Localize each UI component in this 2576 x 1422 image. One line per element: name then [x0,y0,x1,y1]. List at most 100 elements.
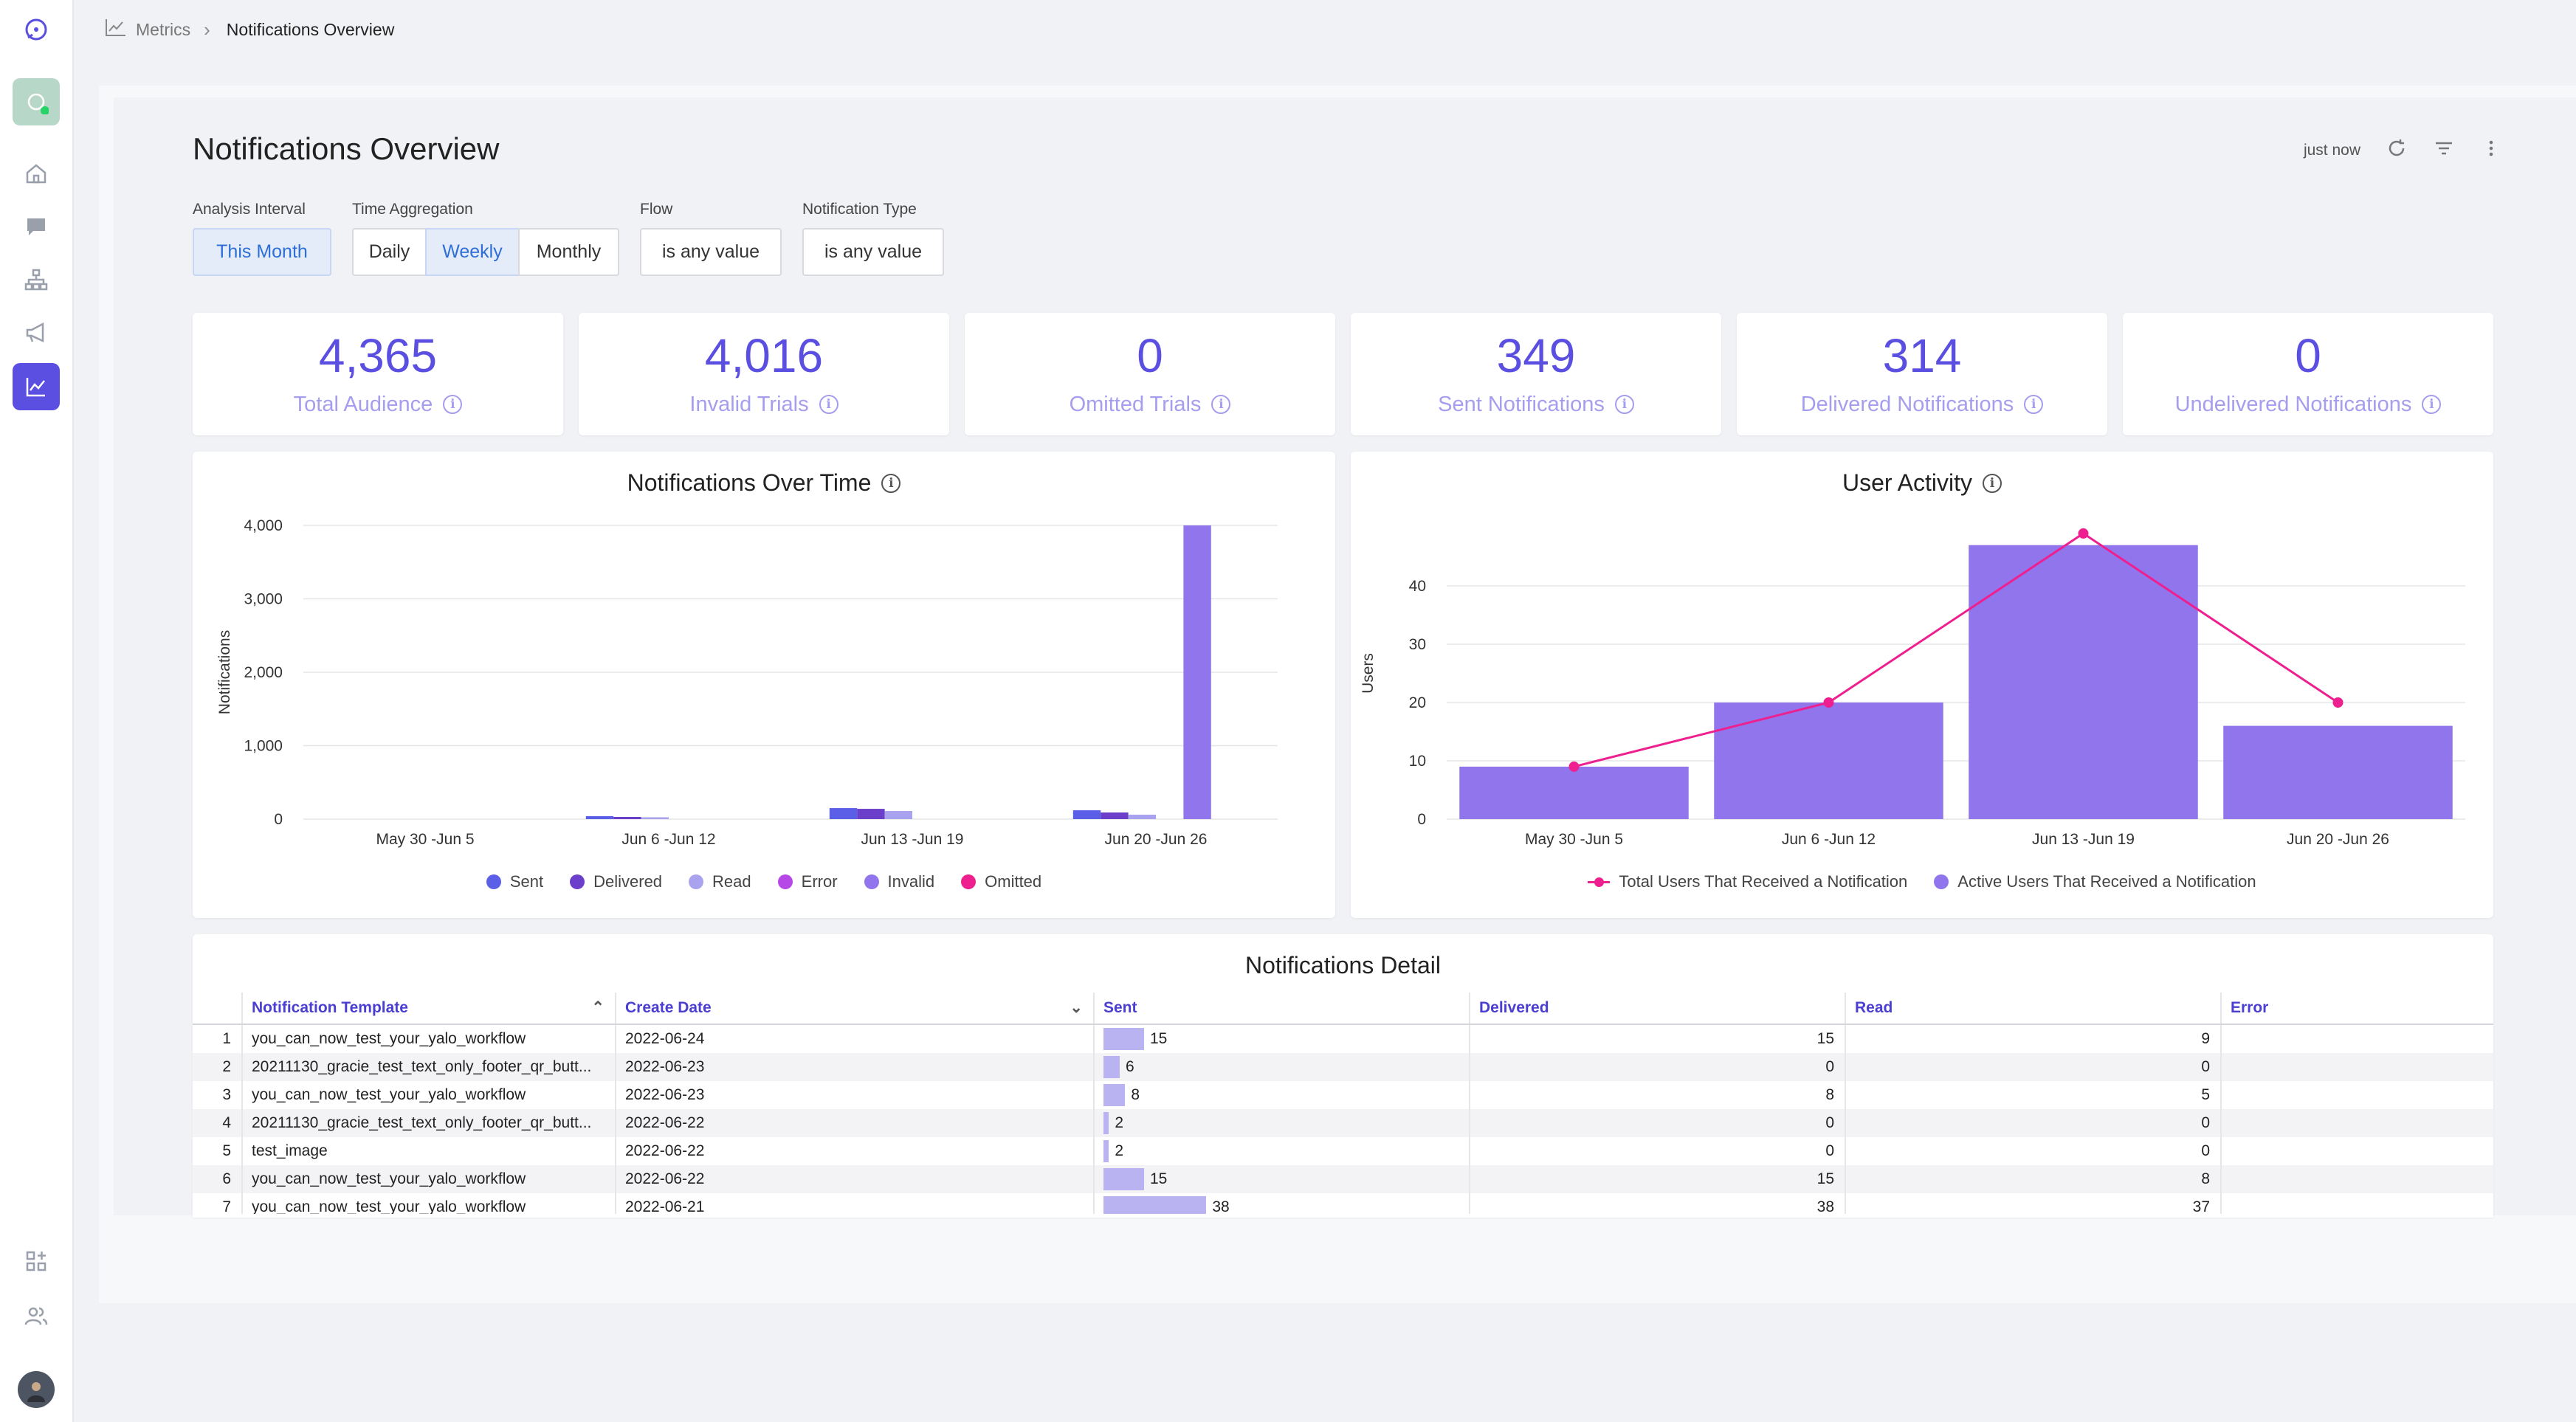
cell-create-date: 2022-06-22 [615,1137,1093,1165]
table-row[interactable]: 2 20211130_gracie_test_text_only_footer_q… [193,1053,2493,1081]
megaphone-icon[interactable] [13,309,60,356]
bar-active-users[interactable] [1969,545,2198,819]
user-avatar[interactable] [18,1371,55,1408]
bar-delivered[interactable] [857,809,885,819]
info-icon[interactable]: i [2422,395,2442,414]
line-point[interactable] [2332,697,2343,708]
cell-read: 0 [1845,1053,2220,1081]
flow-filter-button[interactable]: is any value [640,228,782,276]
refresh-icon[interactable] [2386,137,2408,164]
bar-read[interactable] [1128,815,1156,819]
y-tick-label: 30 [1409,636,1426,653]
sent-bar [1103,1140,1109,1162]
notifications-over-time-card: Notifications Over Time i 4,000 3,000 2,000… [193,452,1335,918]
bar-read[interactable] [884,811,912,819]
legend-item[interactable]: Invalid [864,872,935,891]
kpi-value: 314 [1882,328,1962,382]
bot-avatar-icon[interactable] [13,78,60,125]
legend-label: Omitted [985,872,1042,891]
aggregation-weekly-button[interactable]: Weekly [425,228,520,276]
info-icon[interactable]: i [1983,473,2002,493]
legend-dot [689,874,704,889]
users-icon[interactable] [13,1293,60,1340]
legend-item[interactable]: Delivered [570,872,662,891]
kpi-value: 0 [1137,328,1163,382]
table-row[interactable]: 7 you_can_now_test_your_yalo_workflow 2022… [193,1193,2493,1214]
legend-item[interactable]: Sent [486,872,543,891]
analysis-interval-button[interactable]: This Month [193,228,331,276]
y-tick-label: 4,000 [244,517,283,534]
column-header-sent[interactable]: Sent [1093,993,1469,1024]
sort-desc-icon[interactable]: ⌄ [1070,999,1083,1016]
legend-item[interactable]: Omitted [961,872,1041,891]
legend-item[interactable]: Active Users That Received a Notificatio… [1934,872,2256,891]
app-logo-icon[interactable] [13,6,60,53]
row-number: 1 [222,1030,231,1047]
legend-dot [1934,874,1949,889]
bar-sent[interactable] [585,816,614,819]
flows-icon[interactable] [13,256,60,303]
line-point[interactable] [1823,697,1834,708]
table-row[interactable]: 3 you_can_now_test_your_yalo_workflow 2022… [193,1081,2493,1109]
bar-delivered[interactable] [613,817,641,819]
legend-item[interactable]: Total Users That Received a Notification [1588,872,1907,891]
bar-active-users[interactable] [1714,703,1943,819]
bar-invalid[interactable] [1183,525,1211,819]
info-icon[interactable]: i [1211,395,1231,414]
cell-delivered: 0 [1469,1109,1845,1137]
home-icon[interactable] [13,150,60,197]
aggregation-monthly-button[interactable]: Monthly [518,228,619,276]
legend-label: Invalid [887,872,935,891]
info-icon[interactable]: i [881,473,901,493]
y-tick-label: 3,000 [244,591,283,608]
column-header-delivered[interactable]: Delivered [1469,993,1845,1024]
cell-error: 0 [2220,1137,2493,1165]
breadcrumb-metrics[interactable]: Metrics [136,19,191,39]
aggregation-daily-button[interactable]: Daily [352,228,427,276]
dashboard-actions: just now [2304,137,2502,164]
metrics-icon[interactable] [13,363,60,410]
sent-value: 8 [1131,1086,1140,1103]
notification-type-filter-button[interactable]: is any value [802,228,944,276]
line-point[interactable] [1568,761,1580,772]
cell-delivered: 15 [1469,1165,1845,1193]
table-row[interactable]: 4 20211130_gracie_test_text_only_footer_q… [193,1109,2493,1137]
column-header-read[interactable]: Read [1845,993,2220,1024]
sort-asc-icon[interactable]: ⌃ [591,999,605,1016]
bar-delivered[interactable] [1101,812,1129,819]
legend-item[interactable]: Error [777,872,838,891]
sent-bar [1103,1112,1109,1134]
cell-sent: 2 [1093,1137,1469,1165]
chart-title: Notifications Over Time [627,469,872,496]
legend-label: Sent [509,872,544,891]
line-point[interactable] [2078,528,2089,539]
integrations-icon[interactable] [13,1238,60,1285]
notifications-detail-table: Notification Template ⌃ Create Date ⌄ Sent… [193,993,2493,1214]
bar-active-users[interactable] [2223,725,2453,819]
table-row[interactable]: 6 you_can_now_test_your_yalo_workflow 2022… [193,1165,2493,1193]
bar-read[interactable] [641,817,669,819]
info-icon[interactable]: i [2024,395,2044,414]
column-header-create-date[interactable]: Create Date ⌄ [615,993,1093,1024]
bar-sent[interactable] [1072,810,1101,819]
cell-sent: 38 [1093,1193,1469,1214]
column-header-label: Create Date [625,999,712,1016]
bar-active-users[interactable] [1459,766,1689,819]
column-header-error[interactable]: Error [2220,993,2493,1024]
filter-icon[interactable] [2433,137,2455,164]
info-icon[interactable]: i [1614,395,1634,414]
bar-sent[interactable] [829,808,858,819]
chat-icon[interactable] [13,203,60,250]
sent-bar [1103,1196,1207,1214]
sent-bar [1103,1168,1144,1190]
table-row[interactable]: 1 you_can_now_test_your_yalo_workflow 2022… [193,1025,2493,1053]
info-icon[interactable]: i [819,395,838,414]
column-header-template[interactable]: Notification Template ⌃ [241,993,615,1024]
info-icon[interactable]: i [443,395,463,414]
breadcrumb-current: Notifications Overview [226,19,395,39]
legend-item[interactable]: Read [689,872,751,891]
more-vertical-icon[interactable] [2480,137,2502,164]
legend-line-marker [1588,877,1611,887]
y-tick-label: 20 [1409,694,1426,711]
